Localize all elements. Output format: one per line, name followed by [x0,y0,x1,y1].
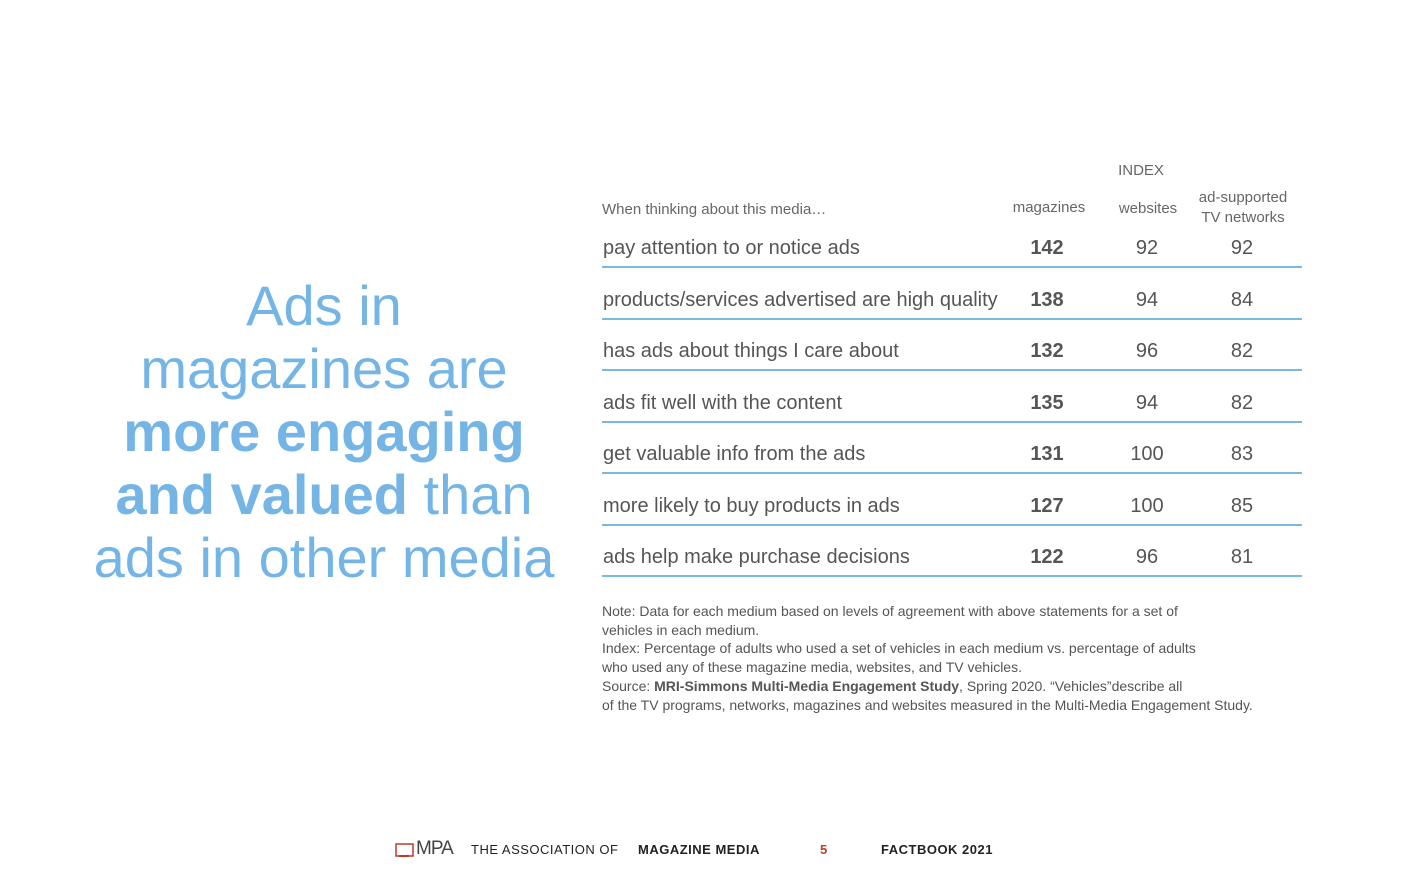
cell-value: 100 [1130,443,1164,465]
text-line: more engaging [84,400,564,463]
text: , Spring 2020. “Vehicles”describe all [959,677,1183,694]
bold-text: more engaging [123,400,525,463]
row-rule [602,523,1302,526]
notes: Note: Data for each medium based on leve… [602,602,1253,714]
headline: Ads in magazines are more engaging and valu… [84,274,564,589]
row-label: products/services advertised are high qu… [603,288,998,311]
text-line: vehicles in each medium. [602,621,1253,640]
text: Source: [602,677,655,694]
text: who used any of these magazine media, we… [602,659,1022,676]
column-header: When thinking about this media… [602,201,827,218]
column-header: magazines [1012,199,1086,216]
text: Index: Percentage of adults who used a s… [602,640,1196,657]
row-rule [602,420,1302,423]
row-rule [602,266,1302,268]
cell-value: 132 [1030,340,1064,362]
bold-text: and valued [115,463,408,526]
text-line: Note: Data for each medium based on leve… [602,602,1253,621]
text: of the TV programs, networks, magazines … [602,696,1253,713]
bold-text: MRI-Simmons Multi-Media Engagement Study [654,677,960,694]
text-line: Source: MRI-Simmons Multi-Media Engageme… [602,677,1253,696]
book-title: FACTBOOK 2021 [881,842,993,857]
cell-value: 84 [1230,288,1254,311]
cell-value: 96 [1135,340,1159,362]
text: Ads in [246,274,402,337]
row-rule [602,472,1302,474]
column-header: websites [1118,200,1178,217]
cell-value: 92 [1135,237,1159,259]
row-label: has ads about things I care about [603,340,899,362]
text-line: of the TV programs, networks, magazines … [602,696,1253,715]
page-number: 5 [820,842,828,857]
group-header: INDEX [1118,162,1164,179]
org-prefix: THE ASSOCIATION OF [471,842,619,857]
cell-value: 85 [1230,494,1254,517]
text-line: Ads in [84,274,564,337]
cell-value: 131 [1030,443,1064,465]
row-label: pay attention to or notice ads [603,237,860,259]
cell-value: 127 [1030,494,1064,517]
cell-value: 96 [1135,546,1159,568]
text-line: magazines are [84,337,564,400]
text: Note: Data for each medium based on leve… [602,603,1178,619]
cell-value: 82 [1230,340,1254,362]
row-label: ads help make purchase decisions [603,546,910,568]
org-name: MAGAZINE MEDIA [638,842,760,857]
cell-value: 142 [1030,237,1064,259]
cell-value: 81 [1230,546,1254,568]
cell-value: 92 [1230,237,1254,259]
cell-value: 83 [1230,443,1254,465]
row-label: get valuable info from the ads [603,443,866,465]
text-line: and valued than [84,463,564,526]
cell-value: 122 [1030,546,1064,568]
cell-value: 94 [1135,391,1159,414]
row-rule [602,317,1302,320]
cell-value: 82 [1230,391,1254,414]
text: vehicles in each medium. [602,621,760,638]
text-line: ads in other media [84,526,564,589]
row-label: more likely to buy products in ads [603,494,900,517]
cell-value: 138 [1030,288,1064,311]
text-line: who used any of these magazine media, we… [602,658,1253,677]
text: than [407,463,533,526]
cell-value: 94 [1135,288,1159,311]
cell-value: 135 [1030,391,1064,414]
text: magazines are [140,337,508,400]
logo: MPA [416,838,454,859]
text: ads in other media [93,526,555,589]
row-rule [602,369,1302,371]
logo-icon [395,843,414,857]
cell-value: 100 [1130,494,1164,517]
column-header: ad-supported TV networks [1198,189,1288,226]
row-rule [602,575,1302,577]
row-label: ads fit well with the content [603,391,843,414]
text-line: Index: Percentage of adults who used a s… [602,639,1253,658]
